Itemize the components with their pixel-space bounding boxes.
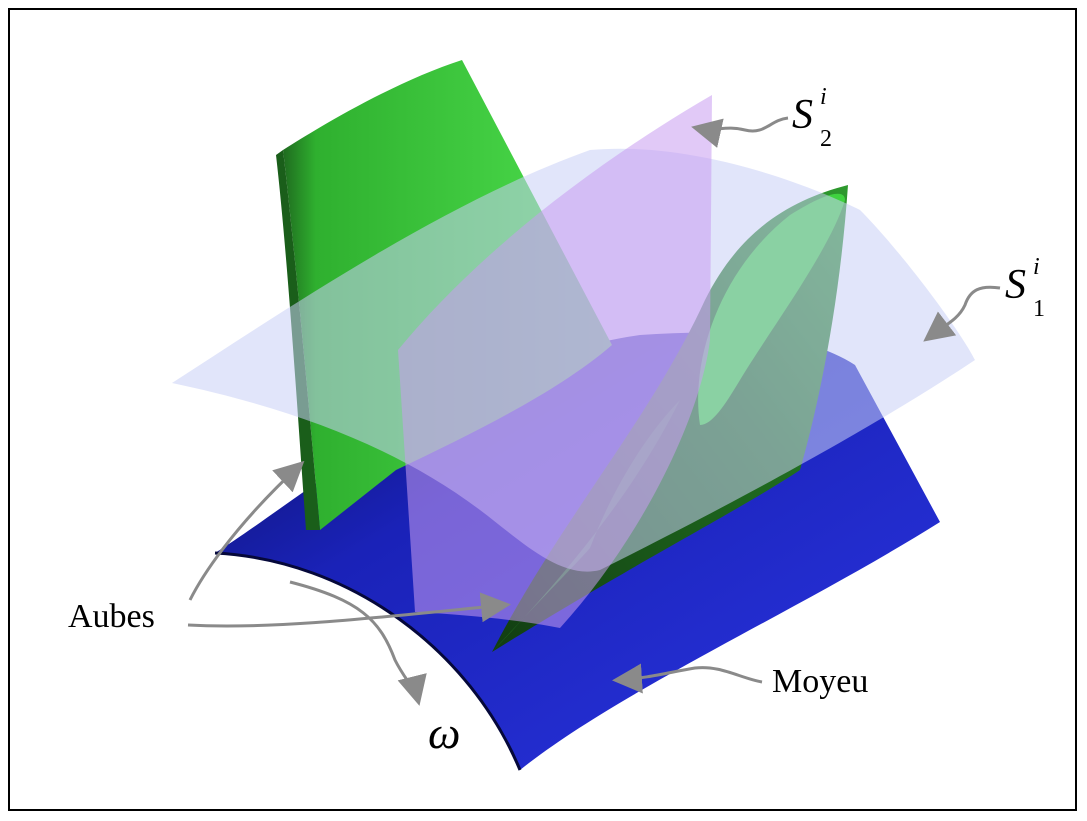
arrow-aubes-upper (188, 460, 305, 601)
arrow-s1 (923, 285, 1001, 342)
label-s2-sup: i (820, 84, 827, 110)
arrow-s2 (691, 116, 789, 148)
arrow-omega-rotation (289, 580, 427, 706)
arrow-moyeu (612, 663, 763, 694)
label-s1: S i 1 (1005, 254, 1045, 322)
label-s1-sub: 1 (1033, 296, 1045, 322)
label-s2-sub: 2 (820, 126, 832, 152)
label-s1-sup: i (1033, 254, 1040, 280)
label-s2: S i 2 (792, 84, 832, 152)
s2-surface (398, 95, 712, 628)
hub-front-edge (214, 551, 522, 771)
label-s2-base: S (792, 92, 813, 138)
label-s1-base: S (1005, 262, 1026, 308)
label-moyeu: Moyeu (772, 663, 868, 700)
arrow-aubes-lower (187, 592, 511, 628)
label-omega: ω (428, 707, 460, 758)
label-aubes: Aubes (68, 598, 155, 635)
